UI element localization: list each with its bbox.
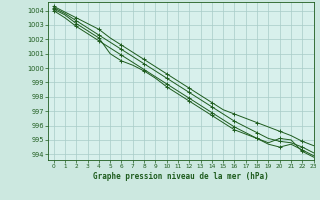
X-axis label: Graphe pression niveau de la mer (hPa): Graphe pression niveau de la mer (hPa) (93, 172, 269, 181)
